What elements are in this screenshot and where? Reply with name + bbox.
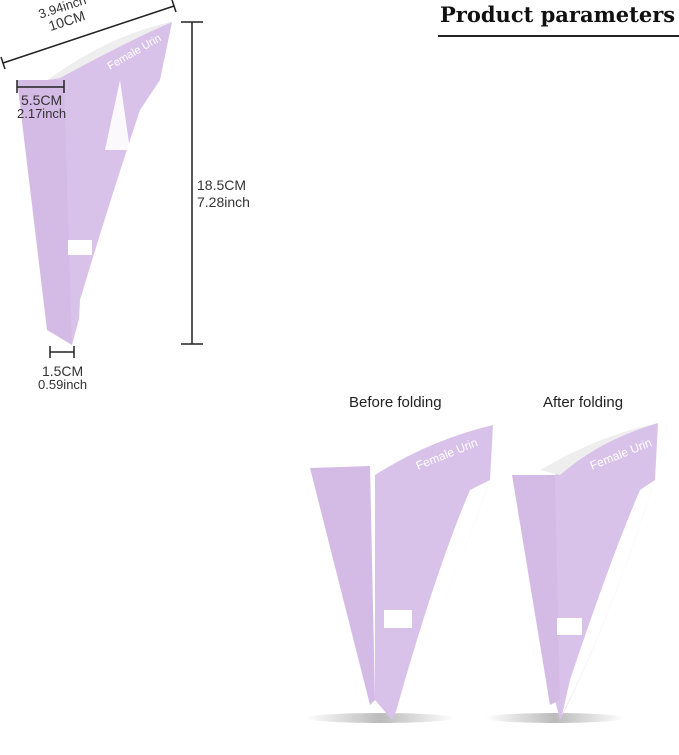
page-title: Product parameters	[440, 2, 676, 27]
dimension-inch: 7.28inch	[197, 194, 250, 210]
dimension-cm: 18.5CM	[197, 177, 247, 193]
after-folding-label: After folding	[543, 394, 624, 411]
dimension-cm: 1.5CM	[41, 363, 84, 379]
dimension-cm: 5.5CM	[20, 92, 63, 108]
dimension-inch: 0.59inch	[38, 377, 88, 392]
dimension-tip: 1.5CM 0.59inch	[38, 364, 87, 392]
before-folding-label: Before folding	[349, 394, 442, 411]
funnel-after-folding: Female Urin	[485, 423, 658, 723]
dimension-opening: 5.5CM 2.17inch	[17, 93, 66, 121]
funnel-before-folding: Female Urin	[305, 425, 493, 723]
dimension-inch: 2.17inch	[17, 106, 67, 121]
title-underline	[438, 35, 679, 37]
dimension-height: 18.5CM 7.28inch	[197, 177, 250, 211]
dimension-lines	[0, 0, 203, 358]
funnel-dimension-view: Female Urin	[17, 22, 172, 345]
